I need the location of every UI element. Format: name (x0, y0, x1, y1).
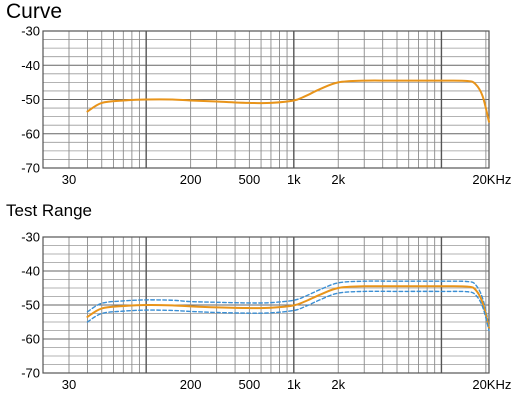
x-tick-label: 1k (287, 172, 301, 187)
series-line-2 (86, 285, 490, 330)
chart-title-test-range: Test Range (6, 201, 92, 220)
y-tick-label: -40 (21, 264, 40, 279)
y-tick-label: -50 (21, 92, 40, 107)
plot-frame (42, 236, 490, 374)
x-tick-label: 20KHz (472, 377, 511, 392)
x-tick-label: 20KHz (472, 172, 511, 187)
y-tick-label: -30 (21, 24, 40, 39)
series-line-1 (86, 79, 490, 123)
y-tick-label: -70 (21, 161, 40, 176)
x-tick-label: 30 (62, 377, 76, 392)
chart-panel-2: -30 -40 -50 -60 -70 30 200 500 1k 2k 20KHz (21, 230, 511, 393)
chart-title-curve: Curve (6, 0, 63, 23)
y-tick-label: -50 (21, 298, 40, 313)
x-tick-label: 500 (239, 377, 261, 392)
x-tick-label: 500 (239, 172, 261, 187)
chart-panel-1: -30 -40 -50 -60 -70 30 200 500 1k 2k 20KHz (21, 24, 511, 188)
y-tick-label: -40 (21, 58, 40, 73)
y-tick-label: -60 (21, 126, 40, 141)
series-line-1 (86, 280, 490, 327)
series-line-3 (86, 290, 490, 332)
x-tick-label: 200 (180, 377, 202, 392)
x-tick-label: 2k (331, 377, 345, 392)
x-tick-label: 2k (331, 172, 345, 187)
x-tick-label: 30 (62, 172, 76, 187)
y-tick-label: -70 (21, 366, 40, 381)
x-tick-label: 200 (180, 172, 202, 187)
plot-frame (42, 30, 490, 169)
y-tick-label: -30 (21, 230, 40, 245)
y-tick-label: -60 (21, 332, 40, 347)
x-tick-label: 1k (287, 377, 301, 392)
